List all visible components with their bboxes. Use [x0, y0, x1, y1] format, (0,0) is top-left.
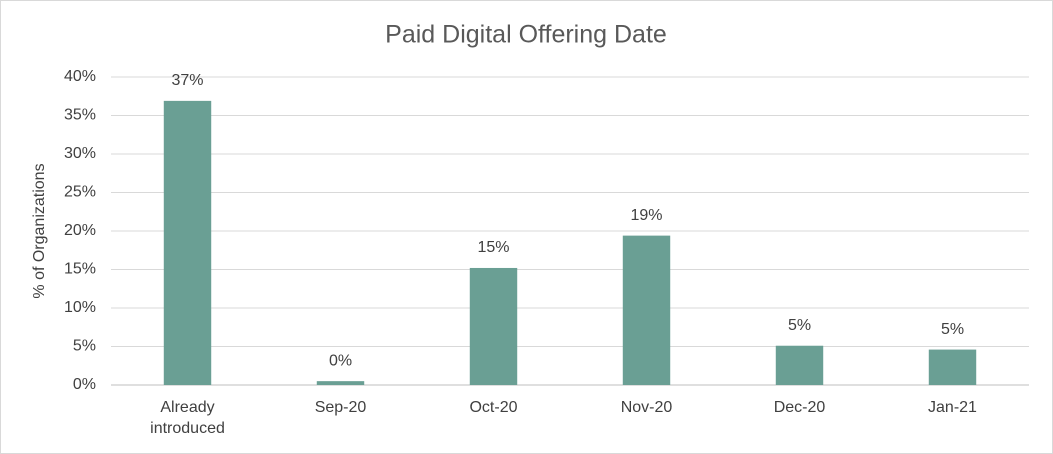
data-label: 0% [329, 352, 352, 369]
data-label: 19% [630, 207, 662, 224]
y-tick-label: 20% [64, 222, 96, 239]
chart-title: Paid Digital Offering Date [385, 21, 667, 49]
y-tick-label: 15% [64, 261, 96, 278]
y-tick-label: 40% [64, 68, 96, 85]
y-tick-label: 30% [64, 145, 96, 162]
x-tick-label: Sep-20 [315, 399, 367, 416]
y-tick-label: 25% [64, 184, 96, 201]
x-tick-label: Dec-20 [774, 399, 826, 416]
data-label: 37% [171, 72, 203, 89]
data-label: 5% [788, 317, 811, 334]
data-label: 5% [941, 321, 964, 338]
y-axis-title: % of Organizations [31, 163, 48, 298]
y-tick-label: 0% [73, 376, 96, 393]
y-tick-label: 10% [64, 299, 96, 316]
bar [928, 349, 977, 385]
x-tick-label: Already introduced [150, 399, 225, 437]
x-tick-label: Jan-21 [928, 399, 977, 416]
y-tick-label: 5% [73, 338, 96, 355]
bar [622, 235, 671, 385]
bar [469, 267, 518, 385]
x-tick-label: Nov-20 [621, 399, 673, 416]
x-tick-label: Oct-20 [469, 399, 517, 416]
bar [316, 381, 365, 385]
bar [163, 100, 212, 386]
bar [775, 345, 824, 385]
data-label: 15% [477, 239, 509, 256]
y-tick-label: 35% [64, 107, 96, 124]
